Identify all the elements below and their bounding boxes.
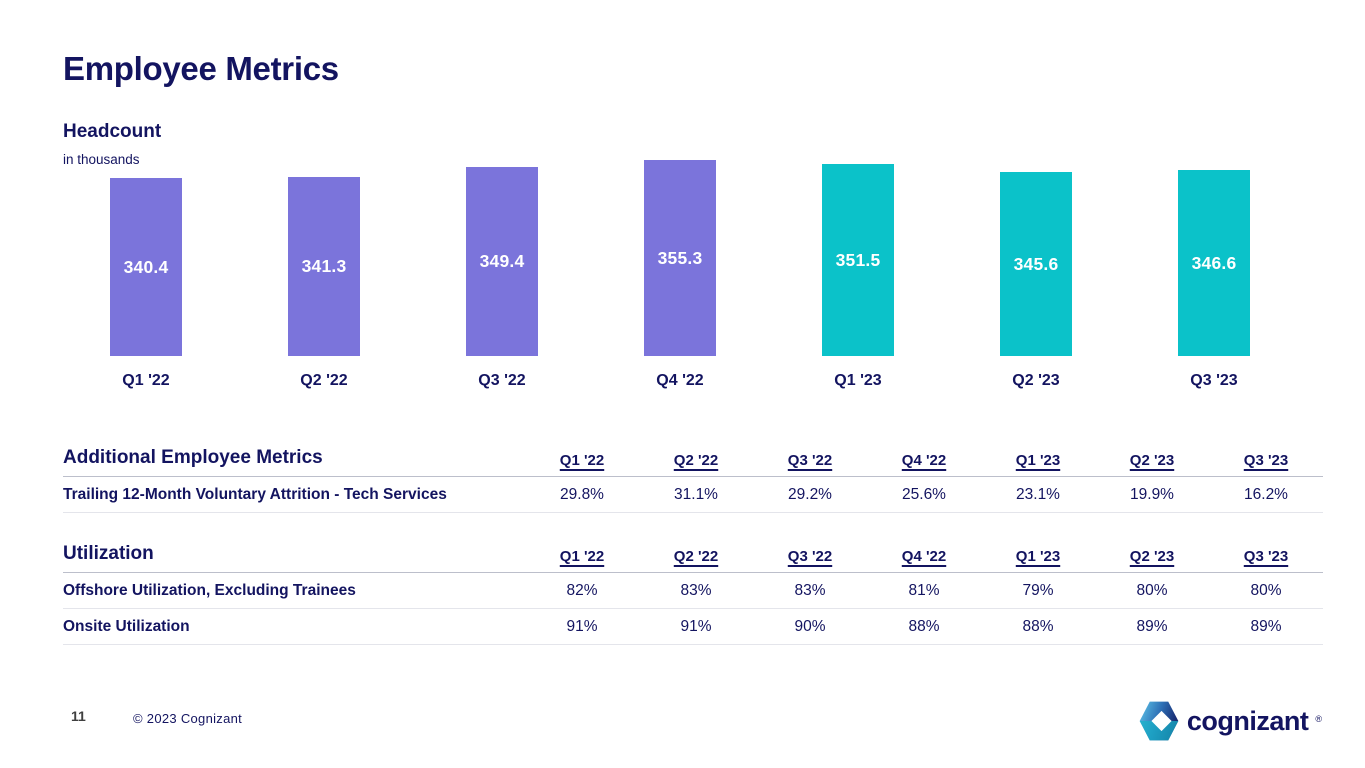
bar-value-label: 355.3: [657, 247, 703, 268]
bar-value-label: 349.4: [479, 251, 525, 271]
table-column-header: Q3 '23: [1243, 548, 1289, 565]
table-cell-value: 80%: [1136, 581, 1168, 599]
bar-chart-column: 355.3 Q4 '22: [591, 159, 769, 390]
bar-chart-column: 351.5 Q1 '23: [769, 159, 947, 390]
headcount-bar: 351.5: [822, 164, 894, 356]
table-cell-value: 23.1%: [1016, 485, 1060, 503]
table-cell-value: 79%: [1022, 581, 1054, 599]
table-row-label: Offshore Utilization, Excluding Trainees: [63, 581, 356, 599]
table-cell-value: 90%: [794, 617, 826, 635]
chart-subtitle: in thousands: [63, 152, 140, 167]
table-row: Onsite Utilization 91% 91% 90% 88% 88% 89% 89%: [63, 609, 1323, 645]
bar-category-label: Q2 '22: [300, 372, 348, 389]
table-header-row: Additional Employee Metrics Q1 '22 Q2 '22 Q…: [63, 437, 1323, 477]
registered-trademark-symbol: ®: [1315, 714, 1322, 724]
bar-area: 341.3: [288, 159, 360, 356]
headcount-bar: 346.6: [1178, 170, 1250, 356]
headcount-bar: 341.3: [288, 177, 360, 356]
bar-area: 340.4: [110, 159, 182, 356]
table-row: Offshore Utilization, Excluding Trainees…: [63, 573, 1323, 609]
table-cell-value: 81%: [908, 581, 940, 599]
bar-area: 349.4: [466, 159, 538, 356]
bar-category-label: Q3 '23: [1190, 372, 1238, 389]
table-cell-value: 88%: [908, 617, 940, 635]
table-cell-value: 91%: [566, 617, 598, 635]
table-column-header: Q3 '23: [1243, 452, 1289, 469]
table-row-label: Trailing 12-Month Voluntary Attrition - …: [63, 485, 447, 503]
table-cell-value: 19.9%: [1130, 485, 1174, 503]
headcount-bar: 355.3: [644, 160, 716, 356]
bar-chart-column: 346.6 Q3 '23: [1125, 159, 1303, 390]
table-column-header: Q2 '23: [1129, 452, 1175, 469]
table-cell-value: 31.1%: [674, 485, 718, 503]
bar-value-label: 340.4: [123, 256, 169, 277]
bar-chart-column: 345.6 Q2 '23: [947, 159, 1125, 390]
table-column-header: Q1 '23: [1015, 548, 1061, 565]
bar-area: 351.5: [822, 159, 894, 356]
bar-category-label: Q1 '23: [834, 372, 882, 389]
table-cell-value: 80%: [1250, 581, 1282, 599]
table-cell-value: 89%: [1136, 617, 1168, 635]
table-column-header: Q2 '23: [1129, 548, 1175, 565]
bar-area: 355.3: [644, 159, 716, 356]
bar-value-label: 351.5: [835, 249, 881, 270]
table-column-header: Q2 '22: [673, 452, 719, 469]
utilization-table: Utilization Q1 '22 Q2 '22 Q3 '22 Q4 '22 Q1 '2…: [63, 533, 1323, 645]
table-row: Trailing 12-Month Voluntary Attrition - …: [63, 477, 1323, 513]
table-column-header: Q1 '23: [1015, 452, 1061, 469]
table-title: Additional Employee Metrics: [63, 447, 323, 468]
table-cell-value: 82%: [566, 581, 598, 599]
table-column-header: Q2 '22: [673, 548, 719, 565]
table-cell-value: 83%: [680, 581, 712, 599]
bar-chart-column: 349.4 Q3 '22: [413, 159, 591, 390]
bar-chart-column: 340.4 Q1 '22: [57, 159, 235, 390]
cognizant-logo: cognizant ®: [1138, 699, 1322, 743]
bar-value-label: 345.6: [1013, 253, 1059, 274]
table-header-row: Utilization Q1 '22 Q2 '22 Q3 '22 Q4 '22 Q1 '2…: [63, 533, 1323, 573]
headcount-bar: 349.4: [466, 167, 538, 356]
cognizant-wordmark: cognizant: [1186, 705, 1309, 736]
copyright-text: © 2023 Cognizant: [133, 711, 243, 726]
table-column-header: Q4 '22: [901, 452, 947, 469]
headcount-bar: 345.6: [1000, 172, 1072, 356]
chart-title: Headcount: [63, 121, 162, 142]
table-cell-value: 91%: [680, 617, 712, 635]
bar-category-label: Q2 '23: [1012, 372, 1060, 389]
table-cell-value: 88%: [1022, 617, 1054, 635]
bar-category-label: Q4 '22: [656, 372, 704, 389]
additional-employee-metrics-table: Additional Employee Metrics Q1 '22 Q2 '22 Q…: [63, 437, 1323, 513]
table-cell-value: 83%: [794, 581, 826, 599]
table-column-header: Q3 '22: [787, 548, 833, 565]
page-title: Employee Metrics: [63, 50, 339, 87]
bar-area: 346.6: [1178, 159, 1250, 356]
bar-category-label: Q3 '22: [478, 372, 526, 389]
table-title: Utilization: [63, 543, 154, 564]
table-row-label: Onsite Utilization: [63, 617, 190, 635]
headcount-bar: 340.4: [110, 178, 182, 356]
table-column-header: Q3 '22: [787, 452, 833, 469]
table-cell-value: 25.6%: [902, 485, 946, 503]
bar-value-label: 346.6: [1191, 252, 1237, 273]
table-cell-value: 29.8%: [560, 485, 604, 503]
table-column-header: Q1 '22: [559, 548, 605, 565]
bar-chart-column: 341.3 Q2 '22: [235, 159, 413, 390]
cognizant-hexagon-icon: [1139, 701, 1179, 741]
headcount-bar-chart: 340.4 Q1 '22 341.3 Q2 '22 349.4 Q3 '22 355.3 Q4…: [57, 159, 1303, 390]
bar-category-label: Q1 '22: [122, 372, 170, 389]
bar-area: 345.6: [1000, 159, 1072, 356]
table-cell-value: 89%: [1250, 617, 1282, 635]
table-cell-value: 29.2%: [788, 485, 832, 503]
bar-value-label: 341.3: [301, 256, 347, 276]
table-column-header: Q4 '22: [901, 548, 947, 565]
table-column-header: Q1 '22: [559, 452, 605, 469]
table-cell-value: 16.2%: [1244, 485, 1288, 503]
page-number: 11: [71, 708, 86, 724]
